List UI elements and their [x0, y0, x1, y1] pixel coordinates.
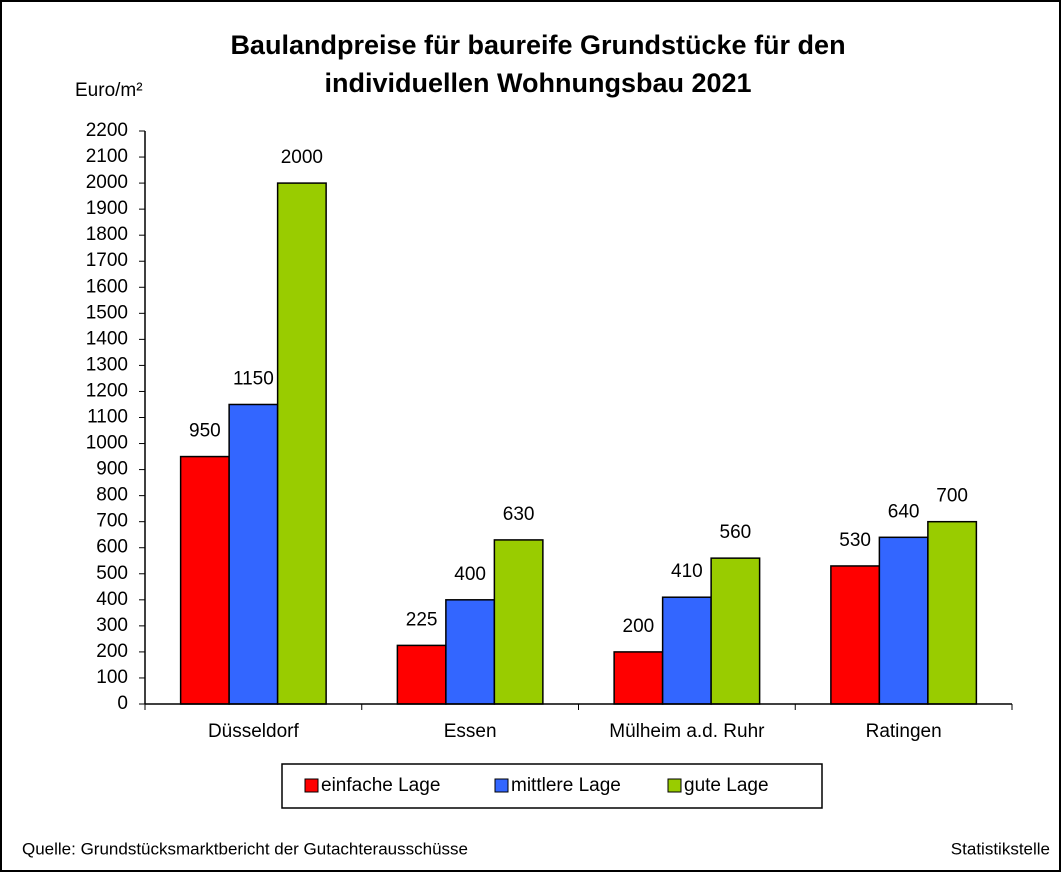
value-label: 950 [189, 421, 221, 442]
bar [878, 536, 929, 705]
value-label: 530 [839, 530, 871, 551]
bar [228, 403, 279, 705]
y-tick-label: 300 [96, 615, 128, 636]
y-tick-label: 200 [96, 641, 128, 662]
y-tick-label: 600 [96, 537, 128, 558]
legend-label: mittlere Lage [511, 775, 621, 796]
legend-label: einfache Lage [321, 775, 440, 796]
legend-swatch [667, 778, 682, 793]
value-label: 400 [454, 564, 486, 585]
y-tick-label: 1300 [86, 354, 128, 375]
x-tick-label: Essen [444, 721, 497, 742]
value-label: 560 [720, 522, 752, 543]
y-tick-label: 1600 [86, 276, 128, 297]
bar [613, 651, 664, 705]
bar [927, 520, 978, 705]
legend-label: gute Lage [684, 775, 769, 796]
y-tick-label: 2100 [86, 146, 128, 167]
bar [396, 644, 447, 705]
legend-swatch [304, 778, 319, 793]
y-tick-label: 500 [96, 563, 128, 584]
y-tick-label: 1400 [86, 328, 128, 349]
x-tick-label: Düsseldorf [208, 721, 300, 742]
value-label: 2000 [281, 147, 323, 168]
bar [276, 182, 327, 705]
bar [661, 596, 712, 705]
bar [710, 557, 761, 705]
y-tick-label: 2200 [86, 120, 128, 141]
y-tick-label: 400 [96, 589, 128, 610]
y-tick-label: 1500 [86, 302, 128, 323]
chart-title: Baulandpreise für baureife Grundstücke f… [230, 30, 845, 60]
bar [493, 539, 544, 705]
y-tick-label: 2000 [86, 172, 128, 193]
bar [445, 599, 496, 705]
value-label: 640 [888, 501, 920, 522]
y-tick-label: 800 [96, 485, 128, 506]
y-tick-label: 1200 [86, 380, 128, 401]
source: Quelle: Grundstücksmarktbericht der Guta… [22, 839, 468, 858]
legend [281, 763, 823, 809]
value-label: 225 [406, 609, 438, 630]
y-tick-label: 100 [96, 667, 128, 688]
credit: Statistikstelle [951, 839, 1050, 858]
bar [179, 455, 230, 705]
y-tick-label: 1900 [86, 198, 128, 219]
legend-swatch [494, 778, 509, 793]
bar [830, 565, 881, 705]
value-label: 1150 [233, 368, 274, 389]
y-tick-label: 1800 [86, 224, 128, 245]
chart-title: individuellen Wohnungsbau 2021 [324, 68, 751, 98]
y-tick-label: 700 [96, 511, 128, 532]
y-tick-label: 1100 [87, 407, 128, 428]
x-tick-label: Mülheim a.d. Ruhr [609, 721, 765, 742]
value-label: 630 [503, 504, 535, 525]
y-tick-label: 1000 [86, 433, 128, 454]
value-label: 410 [671, 561, 703, 582]
y-axis-label: Euro/m² [75, 80, 143, 101]
y-tick-label: 0 [117, 693, 128, 714]
y-tick-label: 900 [96, 459, 128, 480]
x-tick-label: Ratingen [866, 721, 942, 742]
value-label: 700 [936, 486, 968, 507]
value-label: 200 [623, 616, 655, 637]
y-tick-label: 1700 [86, 250, 128, 271]
